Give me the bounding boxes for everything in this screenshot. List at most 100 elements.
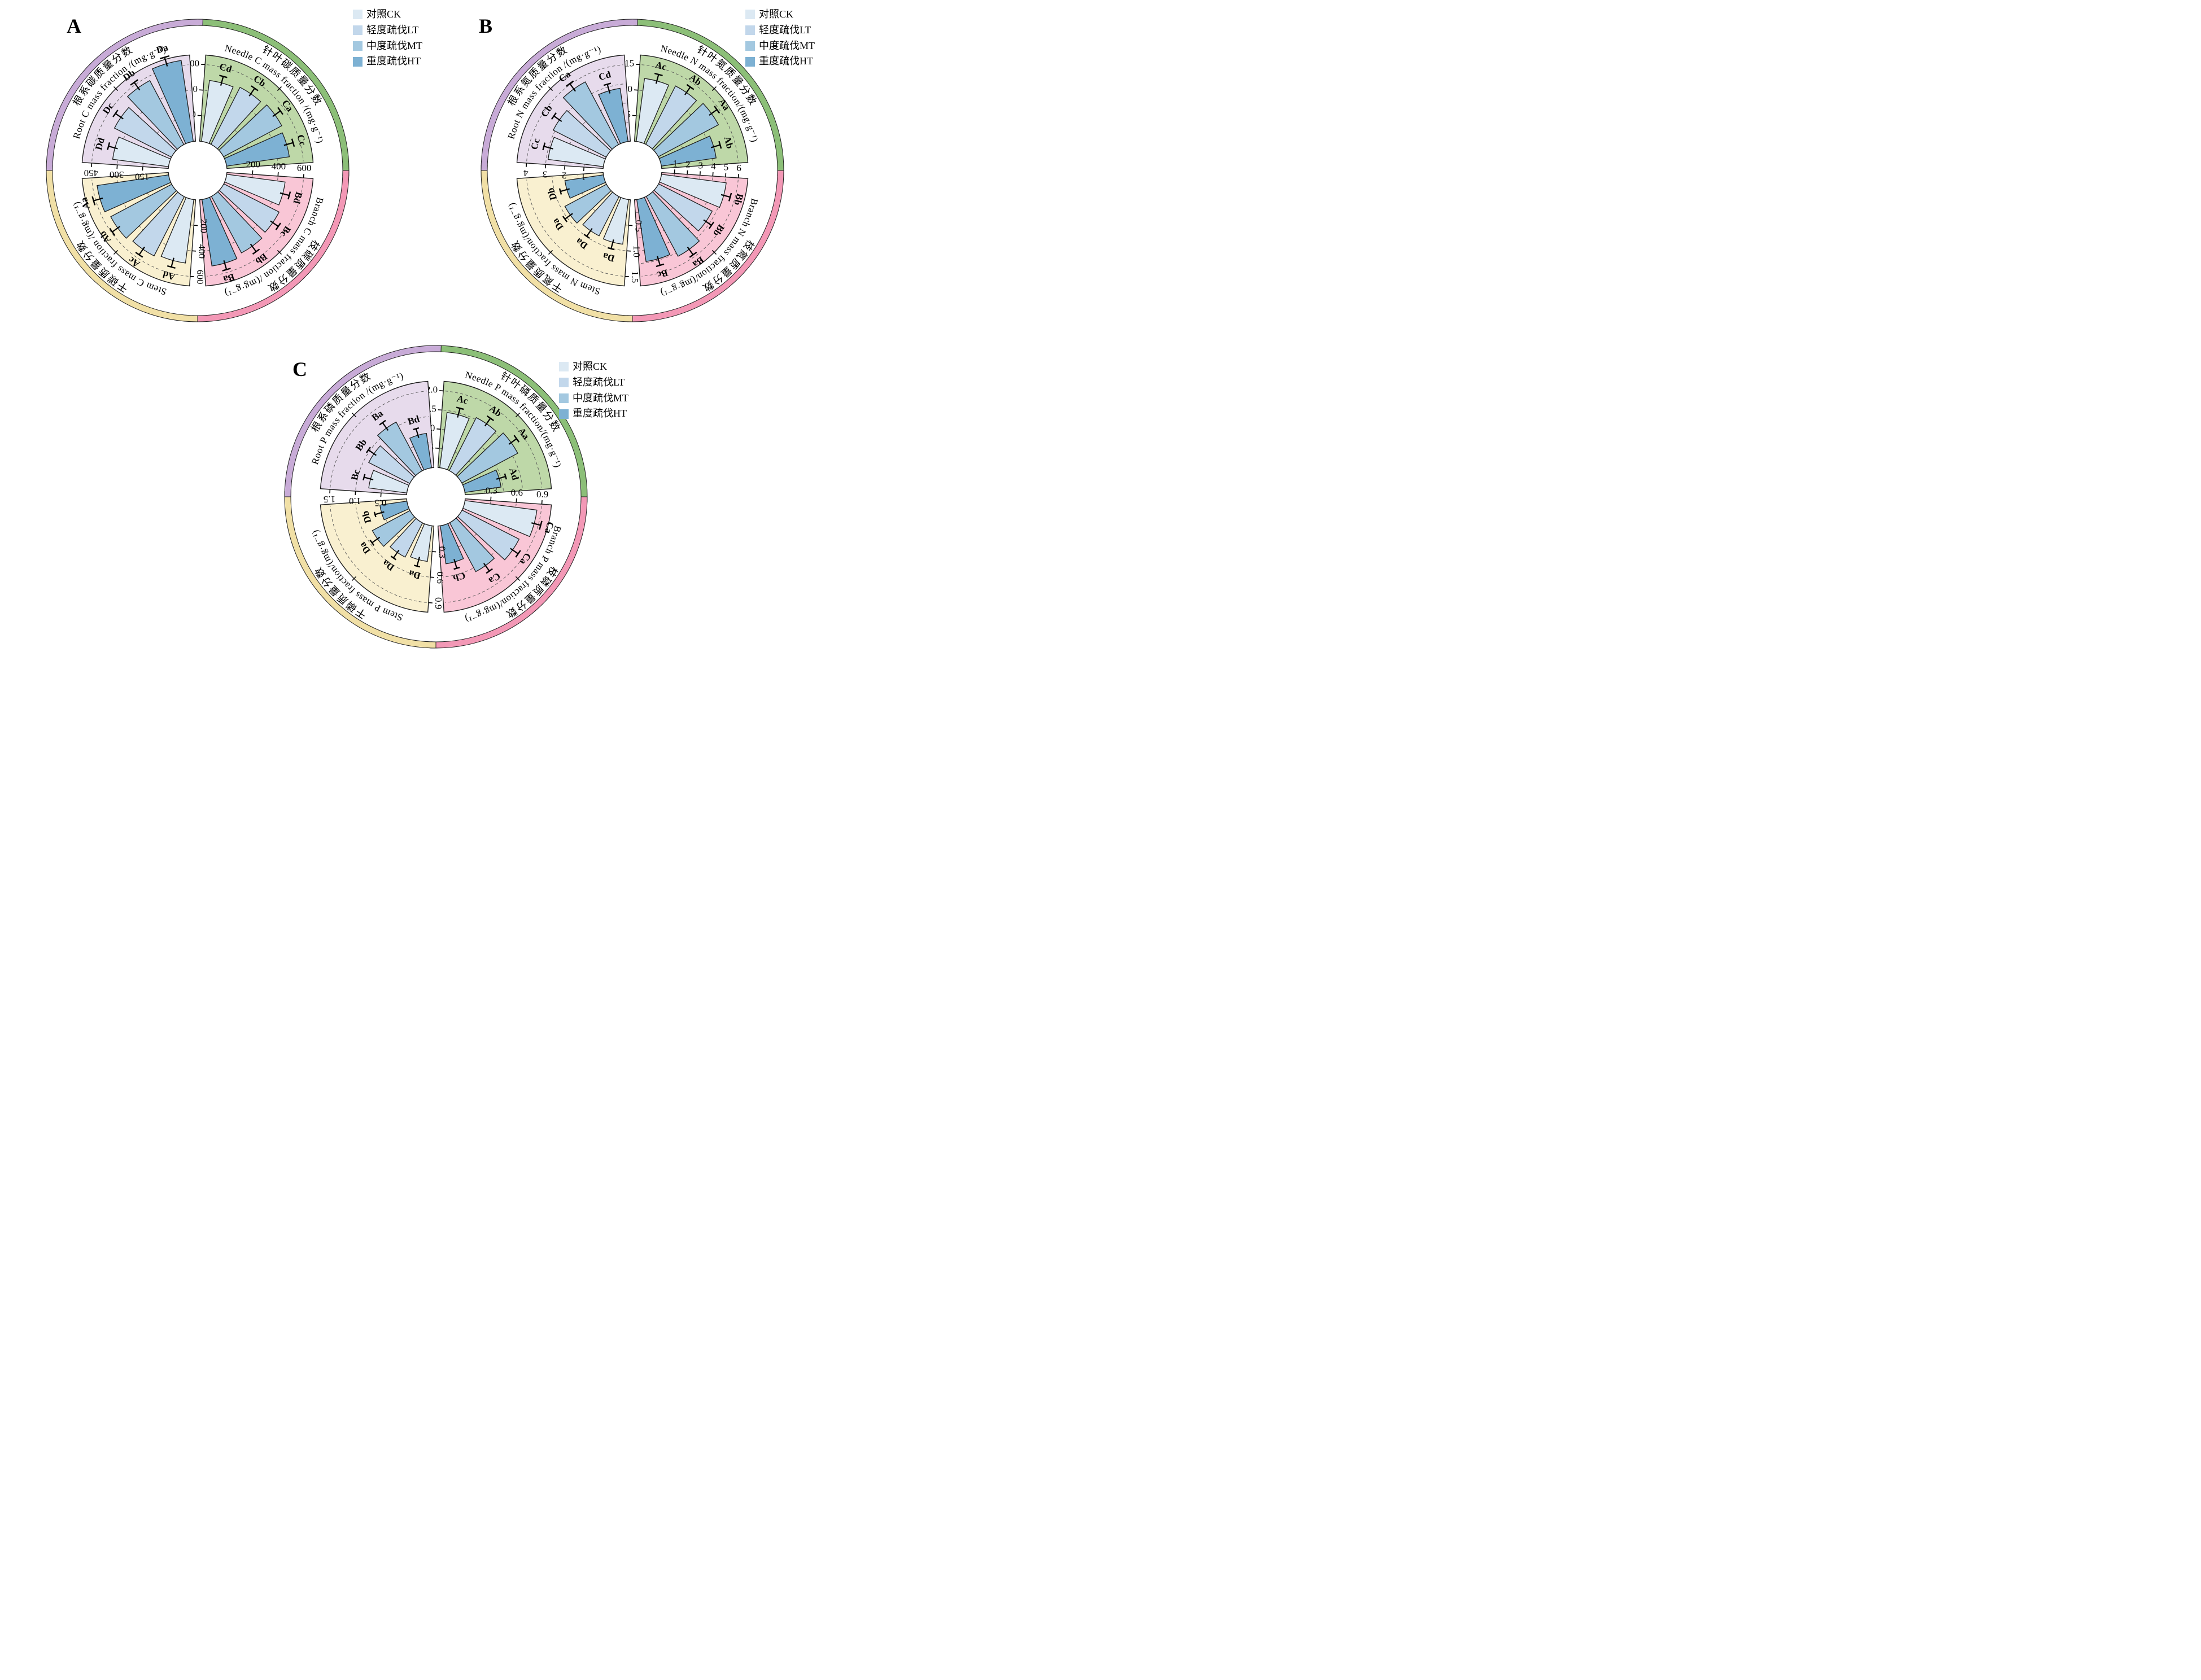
outer-edge-tick xyxy=(515,413,520,418)
legend-item-HT: 重度疏伐HT xyxy=(745,56,815,67)
grid-arc xyxy=(552,177,626,251)
legend-item-CK: 对照CK xyxy=(559,361,628,373)
error-bar-stem xyxy=(657,256,661,266)
error-bar-stem xyxy=(133,82,141,91)
error-bar-stem xyxy=(364,476,374,480)
error-bar-cap xyxy=(287,191,291,200)
bar-A-needle-LT xyxy=(210,86,261,150)
error-bar-cap xyxy=(219,75,228,78)
outer-edge-tick xyxy=(113,86,119,91)
bar-A-needle-HT xyxy=(224,132,290,167)
error-bar-stem xyxy=(248,88,255,97)
bar-B-root-CK xyxy=(547,137,606,167)
bar-B-stem-MT xyxy=(564,183,612,224)
outer-edge-tick xyxy=(548,250,553,255)
axis-tick-label: 6 xyxy=(736,163,741,173)
axis-tick-label: 0.3 xyxy=(436,546,447,558)
error-bar-stem xyxy=(510,548,519,554)
error-bar-stem xyxy=(484,418,491,427)
error-bar-cap xyxy=(373,511,377,518)
bar-A-branch-CK xyxy=(224,174,286,205)
sig-letter: Ac xyxy=(456,393,470,406)
error-bar-stem xyxy=(553,115,562,123)
axis-tick-label: 400 xyxy=(272,161,286,172)
bar-C-branch-HT xyxy=(439,523,464,565)
outer-edge-tick xyxy=(548,86,553,91)
sector-A-needle: CdCbCaCc200400600Needle C mass fraction … xyxy=(181,19,350,176)
error-bar-cap xyxy=(167,265,176,269)
bar-A-root-CK xyxy=(112,136,171,167)
legend-item-HT: 重度疏伐HT xyxy=(353,56,422,67)
bar-C-needle-CK xyxy=(439,412,470,470)
axis-tick-label: 0.9 xyxy=(536,489,548,500)
legend-swatch-CK xyxy=(353,10,363,20)
error-bar-stem xyxy=(606,84,611,94)
grid-arc xyxy=(641,64,739,161)
axis-tick-label: 0.6 xyxy=(511,487,523,498)
legend-swatch-LT xyxy=(353,25,363,36)
legend-swatch-LT xyxy=(559,378,569,388)
legend-swatch-MT xyxy=(745,41,755,51)
legend-label-MT: 中度疏伐MT xyxy=(573,392,628,404)
error-bar-cap xyxy=(453,566,460,570)
outer-edge-tick xyxy=(352,576,357,581)
axis-tick-label: 4 xyxy=(523,168,529,178)
error-bar-stem xyxy=(543,146,553,150)
axis-tick-label: 450 xyxy=(84,168,99,178)
grid-arc xyxy=(330,506,427,603)
error-bar-cap xyxy=(379,419,386,426)
sig-letter: Ca xyxy=(543,520,556,535)
error-bar-stem xyxy=(586,228,593,237)
error-bar-cap xyxy=(456,406,464,410)
error-bar-cap xyxy=(91,196,96,205)
error-bar-cap xyxy=(277,107,283,115)
bar-B-root-HT xyxy=(598,88,629,145)
sig-letter: Bc xyxy=(349,468,362,482)
grid-arc xyxy=(545,84,625,163)
error-bar-cap xyxy=(513,435,520,443)
error-bar-cap xyxy=(369,540,375,546)
error-bar-stem xyxy=(610,239,614,250)
bar-B-needle-CK xyxy=(636,78,670,144)
legend-label-HT: 重度疏伐HT xyxy=(759,55,813,67)
sig-letter: Ac xyxy=(654,59,668,73)
outer-edge-tick xyxy=(711,86,717,91)
error-bar-cap xyxy=(251,85,259,91)
legend-swatch-CK xyxy=(559,362,569,372)
bar-B-branch-MT xyxy=(645,191,700,257)
bar-C-branch-LT xyxy=(457,509,520,561)
error-bar-stem xyxy=(374,511,385,515)
legend-swatch-HT xyxy=(559,409,569,419)
error-bar-cap xyxy=(558,188,562,195)
legend-swatch-LT xyxy=(745,25,755,36)
error-bar-cap xyxy=(504,473,508,480)
error-bar-stem xyxy=(93,197,103,202)
panel-B: AcAbAaAb51015Needle N mass fraction/(mg·… xyxy=(481,19,784,322)
axis-tick-label: 1.0 xyxy=(349,496,361,506)
error-bar-stem xyxy=(453,559,457,569)
bar-B-needle-LT xyxy=(645,85,697,150)
legend-panel-a: 对照CK 轻度疏伐LT 中度疏伐MT 重度疏伐HT xyxy=(353,8,422,67)
sig-letter: Bc xyxy=(656,267,669,281)
bar-C-branch-MT xyxy=(449,517,495,572)
error-bar-stem xyxy=(710,144,720,148)
outer-edge-tick xyxy=(352,413,357,418)
grid-arc xyxy=(443,410,523,489)
bar-C-needle-LT xyxy=(448,417,497,476)
bar-B-branch-LT xyxy=(653,183,713,232)
grid-arc xyxy=(207,64,304,161)
axis-tick-label: 0.3 xyxy=(486,485,497,496)
bar-A-root-MT xyxy=(126,80,185,150)
bar-C-needle-HT xyxy=(462,469,502,493)
sig-letter: Bd xyxy=(291,191,304,205)
error-bar-stem xyxy=(220,76,224,86)
bar-B-branch-HT xyxy=(636,196,671,262)
legend-label-CK: 对照CK xyxy=(573,361,608,372)
error-bar-cap xyxy=(222,268,231,272)
error-bar-cap xyxy=(413,427,420,431)
error-bar-cap xyxy=(603,82,612,86)
axis-tick-label: 600 xyxy=(195,270,206,285)
